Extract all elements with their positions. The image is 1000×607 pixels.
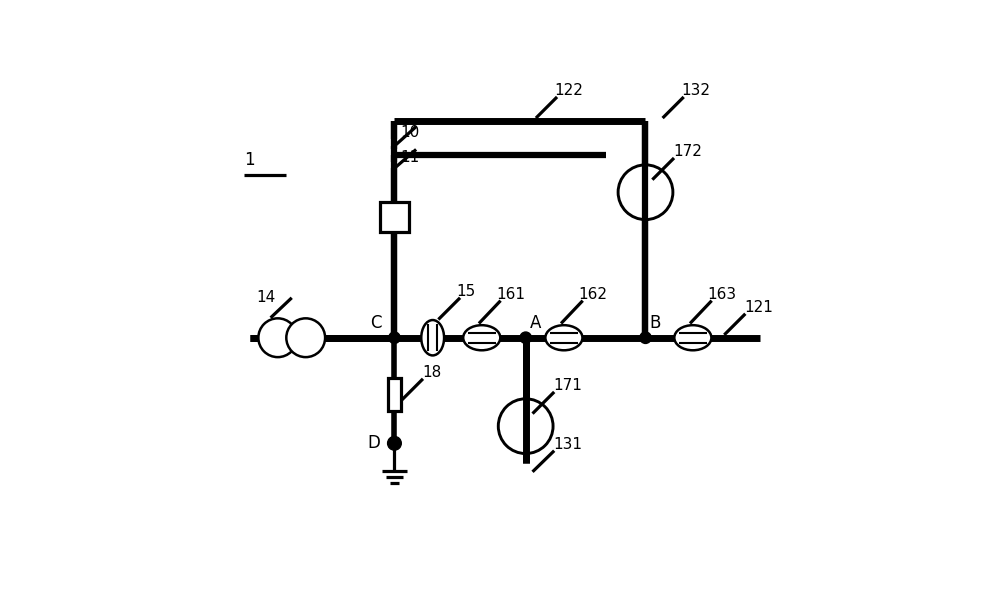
Text: 122: 122: [554, 83, 583, 98]
Ellipse shape: [463, 325, 500, 350]
Bar: [380, 202, 409, 232]
Circle shape: [520, 332, 531, 344]
Circle shape: [388, 436, 401, 450]
Text: 11: 11: [400, 151, 419, 166]
Circle shape: [640, 332, 651, 344]
Circle shape: [286, 318, 325, 357]
Text: C: C: [370, 314, 382, 332]
Text: 10: 10: [400, 125, 419, 140]
Circle shape: [258, 318, 297, 357]
Ellipse shape: [674, 325, 711, 350]
Text: 15: 15: [457, 284, 476, 299]
Bar: [388, 378, 401, 412]
Text: A: A: [530, 314, 541, 332]
Ellipse shape: [545, 325, 582, 350]
Circle shape: [389, 332, 400, 344]
Text: 18: 18: [422, 365, 441, 380]
Text: 171: 171: [553, 378, 582, 393]
Text: 14: 14: [256, 290, 276, 305]
Text: 131: 131: [553, 437, 582, 452]
Text: D: D: [367, 434, 380, 452]
Text: B: B: [649, 314, 661, 332]
Text: 163: 163: [707, 287, 736, 302]
Text: 132: 132: [681, 83, 710, 98]
Text: 172: 172: [673, 144, 702, 159]
Text: 161: 161: [496, 287, 525, 302]
Ellipse shape: [421, 320, 444, 356]
Text: 1: 1: [244, 151, 255, 169]
Text: 121: 121: [744, 300, 773, 315]
Text: 162: 162: [578, 287, 607, 302]
